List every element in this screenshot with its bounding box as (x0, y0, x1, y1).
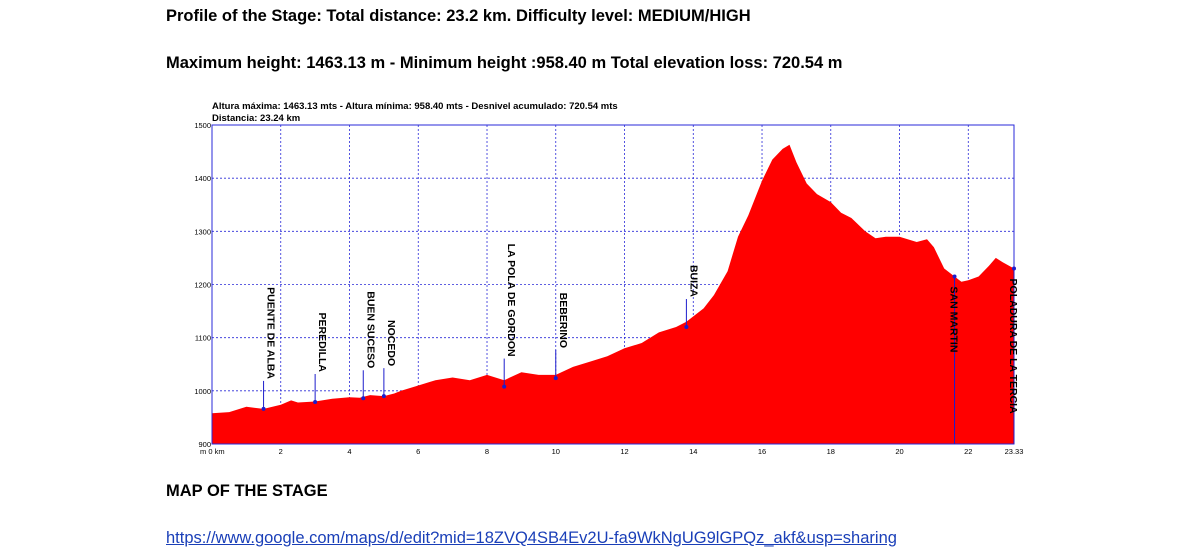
x-tick-label: 14 (689, 447, 697, 456)
waypoint-label: POLADURA DE LA TERCIA (1007, 279, 1019, 415)
waypoint-dot (952, 274, 957, 279)
elevation-area (212, 144, 1014, 444)
y-tick-label: 1500 (194, 121, 211, 130)
x-tick-label: 12 (620, 447, 628, 456)
x-tick-label: 18 (827, 447, 835, 456)
waypoint: BUIZA (684, 265, 699, 330)
waypoint: PEREDILLA (313, 312, 328, 404)
x-tick-label: 23.33 (1005, 447, 1024, 456)
waypoint-label: PUENTE DE ALBA (265, 287, 277, 379)
waypoint: NOCEDO (381, 320, 397, 399)
x-tick-label: 4 (347, 447, 351, 456)
waypoint-dot (381, 394, 386, 399)
waypoint-label: LA POLA DE GORDON (505, 244, 517, 357)
waypoint-dot (261, 406, 266, 411)
waypoint-dot (553, 376, 558, 381)
x-tick-label: 16 (758, 447, 766, 456)
height-summary-line: Maximum height: 1463.13 m - Minimum heig… (166, 54, 843, 72)
x-tick-label: 6 (416, 447, 420, 456)
y-tick-label: 900 (198, 440, 211, 449)
waypoint-dot (1012, 266, 1016, 271)
x-tick-label: 10 (552, 447, 560, 456)
x-tick-label: 8 (485, 447, 489, 456)
chart-subtitle: Distancia: 23.24 km (212, 113, 300, 124)
waypoint-label: BUIZA (687, 265, 699, 297)
x-tick-label: 20 (895, 447, 903, 456)
waypoint-dot (361, 396, 366, 401)
x-tick-label: 2 (279, 447, 283, 456)
y-tick-label: 1400 (194, 174, 211, 183)
waypoint: BUEN SUCESO (361, 291, 376, 401)
waypoint-label: PEREDILLA (316, 312, 328, 372)
waypoint-label: BUEN SUCESO (364, 291, 376, 368)
map-section-title: MAP OF THE STAGE (166, 482, 328, 500)
profile-summary-line: Profile of the Stage: Total distance: 23… (166, 7, 751, 25)
waypoint-dot (684, 325, 689, 330)
y-tick-label: 1300 (194, 227, 211, 236)
waypoint: PUENTE DE ALBA (261, 287, 277, 411)
axis-ticks: 900 1000 1100 1200 1300 1400 1500 m 0 km 2 4 6 8 10 1… (194, 121, 1023, 456)
y-tick-label: 1200 (194, 281, 211, 290)
waypoint-dot (313, 399, 318, 404)
waypoint-dot (502, 384, 507, 389)
waypoint: POLADURA DE LA TERCIA (1007, 266, 1019, 444)
y-tick-label: 1000 (194, 387, 211, 396)
chart-title: Altura máxima: 1463.13 mts - Altura míni… (212, 101, 618, 112)
y-tick-label: 1100 (195, 334, 211, 343)
waypoints: PUENTE DE ALBA PEREDILLA BUEN SUCESO NOCEDO… (261, 244, 1019, 444)
waypoint: BEBERINO (553, 293, 569, 381)
waypoint-label: SAN MARTIN (948, 287, 960, 353)
x-tick-label: m 0 km (200, 447, 225, 456)
waypoint: SAN MARTIN (948, 274, 960, 444)
elevation-profile-chart: 900 1000 1100 1200 1300 1400 1500 m 0 km 2 4 6 8 10 1… (194, 101, 1023, 456)
waypoint-label: NOCEDO (385, 320, 397, 366)
waypoint-label: BEBERINO (557, 293, 569, 348)
map-link[interactable]: https://www.google.com/maps/d/edit?mid=1… (166, 529, 897, 547)
waypoint: LA POLA DE GORDON (502, 244, 517, 389)
x-tick-label: 22 (964, 447, 972, 456)
